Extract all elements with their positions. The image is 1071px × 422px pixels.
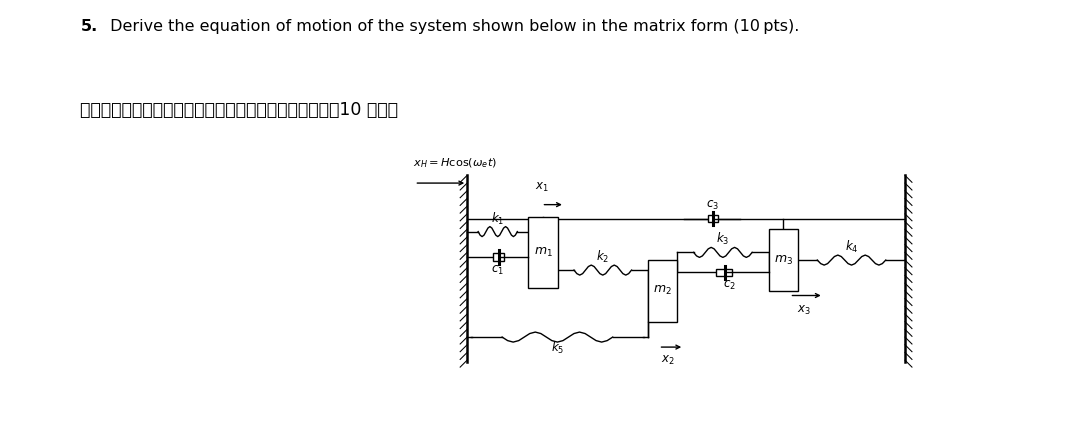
Text: $x_1$: $x_1$ xyxy=(536,181,549,194)
Bar xyxy=(708,215,718,222)
Bar xyxy=(528,217,558,288)
Text: $k_4$: $k_4$ xyxy=(845,239,858,255)
Bar xyxy=(493,253,503,261)
Text: $k_5$: $k_5$ xyxy=(550,340,564,356)
Text: $x_2$: $x_2$ xyxy=(661,354,675,367)
Bar xyxy=(648,260,677,322)
Text: $c_2$: $c_2$ xyxy=(723,279,736,292)
Text: $k_2$: $k_2$ xyxy=(597,249,609,265)
Text: $c_1$: $c_1$ xyxy=(492,264,504,277)
Bar xyxy=(715,268,731,276)
Text: $m_1$: $m_1$ xyxy=(533,246,553,259)
Text: $m_2$: $m_2$ xyxy=(653,284,672,298)
Text: $x_H = H\cos(\omega_e t)$: $x_H = H\cos(\omega_e t)$ xyxy=(413,157,497,170)
Text: 系统如图所示，建立系统的运动方程，以矩阵形式给出（10 分）。: 系统如图所示，建立系统的运动方程，以矩阵形式给出（10 分）。 xyxy=(80,101,398,119)
Text: $x_3$: $x_3$ xyxy=(797,304,811,317)
Text: 5.: 5. xyxy=(80,19,97,34)
Text: $k_1$: $k_1$ xyxy=(492,211,504,227)
Bar xyxy=(769,229,798,291)
Text: Derive the equation of motion of the system shown below in the matrix form (10 p: Derive the equation of motion of the sys… xyxy=(105,19,799,34)
Text: $k_3$: $k_3$ xyxy=(716,231,729,247)
Text: $c_3$: $c_3$ xyxy=(706,199,719,212)
Text: $m_3$: $m_3$ xyxy=(774,254,793,267)
